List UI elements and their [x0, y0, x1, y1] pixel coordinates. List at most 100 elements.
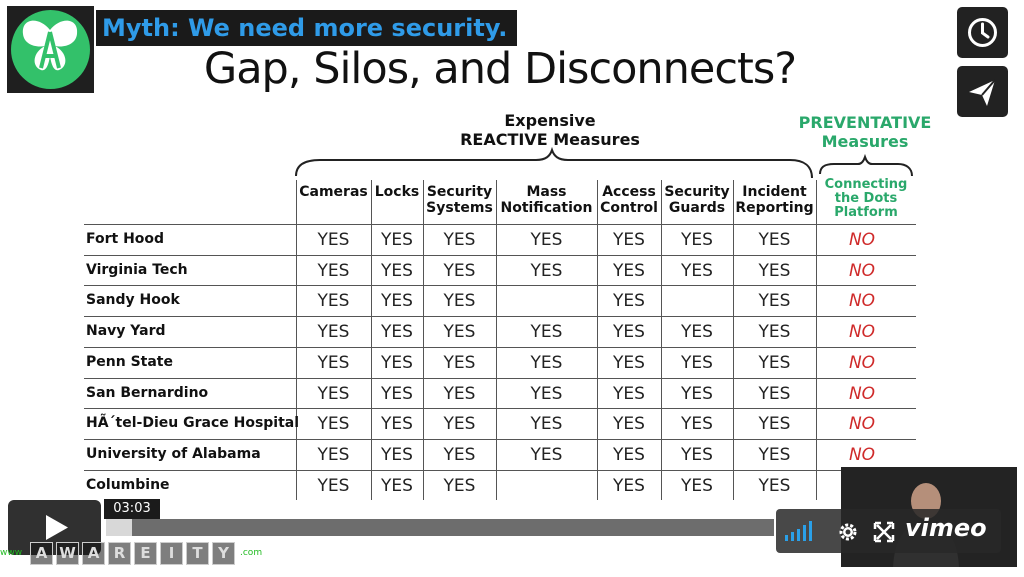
column-header-line: Systems	[426, 200, 493, 216]
column-header: Incident Reporting	[733, 184, 816, 216]
reactive-brace	[295, 146, 813, 179]
table-column-divider	[296, 180, 297, 501]
table-column-divider	[423, 180, 424, 501]
table-cell: YES	[758, 414, 791, 435]
table-cell: YES	[530, 383, 563, 404]
play-icon	[46, 515, 68, 540]
table-cell: YES	[317, 475, 350, 496]
table-cell: YES	[758, 291, 791, 312]
table-column-divider	[733, 180, 734, 501]
table-row-divider	[84, 469, 916, 471]
table-cell: YES	[317, 260, 350, 281]
table-cell: YES	[530, 444, 563, 465]
table-cell: YES	[443, 352, 476, 373]
row-label: Sandy Hook	[86, 292, 180, 309]
preventative-group-label: PREVENTATIVE Measures	[790, 113, 940, 151]
column-header: Access Control	[597, 184, 661, 216]
myth-banner: Myth: We need more security.	[96, 10, 518, 46]
row-label: University of Alabama	[86, 445, 261, 462]
preventative-cell: NO	[848, 322, 876, 343]
column-header: Security Guards	[661, 184, 733, 216]
table-cell: YES	[317, 383, 350, 404]
watermark-prefix: www	[0, 548, 23, 558]
row-label: Fort Hood	[86, 231, 165, 247]
table-cell: YES	[443, 322, 476, 343]
table-column-divider	[597, 180, 598, 501]
table-column-divider	[496, 180, 497, 501]
preventative-cell: NO	[848, 230, 876, 250]
column-header-line: Guards	[668, 200, 726, 216]
column-header-line: Reporting	[735, 200, 814, 216]
column-header-line: Cameras	[299, 184, 368, 200]
time-tooltip: 03:03	[104, 499, 160, 519]
table-cell: YES	[613, 414, 645, 435]
preventative-group-line1: PREVENTATIVE	[798, 113, 932, 132]
send-icon	[969, 79, 996, 106]
watermark-letter: T	[186, 542, 209, 565]
table-cell: YES	[381, 260, 413, 281]
watermark-letter: A	[30, 542, 53, 565]
column-header-line: Security	[426, 184, 493, 200]
table-cell: YES	[681, 475, 713, 496]
column-header-line: Control	[600, 200, 658, 216]
preventative-cell: NO	[848, 352, 876, 373]
row-label: HÃ´tel-Dieu Grace Hospital	[86, 415, 300, 432]
table-cell: YES	[317, 230, 350, 250]
table-cell: YES	[613, 230, 645, 250]
preventative-cell: NO	[848, 414, 876, 435]
table-column-divider	[371, 180, 372, 501]
table-cell: YES	[758, 322, 791, 343]
reactive-group-line2: REACTIVE Measures	[460, 130, 640, 149]
column-header-line: Incident	[742, 184, 807, 200]
watermark-letter: R	[108, 542, 131, 565]
share-button[interactable]	[957, 66, 1008, 117]
vimeo-logo[interactable]: vimeo	[905, 514, 987, 542]
table-cell: YES	[758, 444, 791, 465]
preventative-header-line: Platform	[834, 205, 898, 220]
column-header: Mass Notification	[496, 184, 597, 216]
progress-track[interactable]	[106, 519, 774, 536]
table-cell: YES	[758, 352, 791, 373]
awareity-logo	[7, 6, 94, 93]
row-label: Penn State	[86, 353, 173, 370]
table-cell: YES	[530, 322, 563, 343]
preventative-cell: NO	[848, 444, 876, 465]
table-cell: YES	[681, 260, 713, 281]
table-cell: YES	[443, 475, 476, 496]
watch-later-button[interactable]	[957, 7, 1008, 58]
preventative-header-line: Connecting	[824, 177, 908, 192]
reactive-group-line1: Expensive	[504, 111, 596, 130]
table-cell: YES	[381, 352, 413, 373]
player-controls	[776, 509, 1001, 553]
table-cell: YES	[381, 322, 413, 343]
row-label: Columbine	[86, 476, 170, 493]
volume-icon[interactable]	[783, 519, 819, 543]
table-column-divider	[661, 180, 662, 501]
table-cell: YES	[317, 291, 350, 312]
table-cell: YES	[758, 230, 791, 250]
column-header: Locks	[371, 184, 423, 200]
table-cell: YES	[681, 383, 713, 404]
table-cell: YES	[758, 383, 791, 404]
table-cell: YES	[681, 414, 713, 435]
table-row-divider	[84, 285, 916, 287]
column-header-line: Security	[664, 184, 730, 200]
table-row-divider	[84, 408, 916, 410]
table-cell: YES	[681, 322, 713, 343]
table-cell: YES	[381, 475, 413, 496]
table-cell: YES	[317, 444, 350, 465]
preventative-cell: NO	[848, 291, 876, 312]
table-cell: YES	[613, 352, 645, 373]
fullscreen-icon[interactable]	[873, 521, 895, 543]
table-cell: YES	[381, 383, 413, 404]
table-row-divider	[84, 346, 916, 348]
row-label: San Bernardino	[86, 384, 209, 401]
table-cell: YES	[317, 414, 350, 435]
table-row-divider	[84, 377, 916, 379]
table-cell: YES	[381, 444, 413, 465]
table-cell: YES	[443, 444, 476, 465]
gear-icon[interactable]	[836, 520, 860, 544]
table-cell: YES	[443, 414, 476, 435]
